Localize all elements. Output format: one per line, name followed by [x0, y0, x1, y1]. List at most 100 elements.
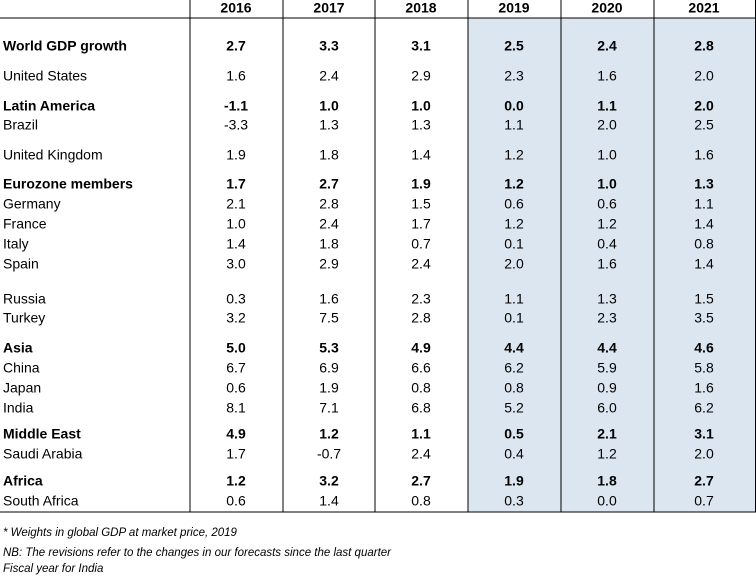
cell-value: 1.0: [226, 216, 246, 232]
year-header: 2017: [313, 0, 344, 16]
cell-value: 6.8: [411, 400, 431, 416]
cell-value: 2.0: [694, 98, 714, 114]
cell-value: 2.4: [319, 68, 339, 84]
row-label: United States: [3, 68, 87, 84]
row-label: Saudi Arabia: [3, 446, 83, 462]
row-label: Italy: [3, 236, 29, 252]
row-label: Asia: [3, 340, 33, 356]
cell-value: 2.5: [694, 117, 714, 133]
cell-value: 1.7: [226, 176, 246, 192]
cell-value: 2.9: [319, 256, 339, 272]
cell-value: 3.0: [226, 256, 246, 272]
cell-value: 5.3: [319, 340, 339, 356]
cell-value: 7.1: [319, 400, 339, 416]
cell-value: 5.2: [504, 400, 524, 416]
cell-value: 1.1: [411, 426, 431, 442]
cell-value: 2.8: [411, 310, 431, 326]
cell-value: 1.4: [694, 216, 714, 232]
cell-value: 5.8: [694, 360, 714, 376]
cell-value: 2.1: [226, 196, 246, 212]
cell-value: 2.3: [504, 68, 524, 84]
cell-value: 5.9: [597, 360, 617, 376]
year-header: 2020: [591, 0, 622, 16]
row-label: Russia: [3, 291, 46, 307]
cell-value: 2.7: [319, 176, 339, 192]
footnote: Fiscal year for India: [3, 563, 103, 575]
cell-value: 3.3: [319, 38, 339, 54]
row-label: France: [3, 216, 47, 232]
footnote: NB: The revisions refer to the changes i…: [3, 547, 392, 559]
cell-value: 6.0: [597, 400, 617, 416]
cell-value: 0.3: [504, 493, 524, 509]
cell-value: 3.5: [694, 310, 714, 326]
year-header: 2021: [688, 0, 719, 16]
cell-value: 6.2: [694, 400, 714, 416]
cell-value: 0.1: [504, 310, 524, 326]
cell-value: 1.6: [597, 68, 617, 84]
cell-value: 1.0: [597, 176, 617, 192]
cell-value: 5.0: [226, 340, 246, 356]
cell-value: 1.2: [319, 426, 339, 442]
cell-value: 1.4: [226, 236, 246, 252]
cell-value: 1.3: [597, 291, 617, 307]
cell-value: 0.6: [597, 196, 617, 212]
row-label: Africa: [3, 473, 43, 489]
cell-value: 4.6: [694, 340, 714, 356]
cell-value: 1.3: [319, 117, 339, 133]
cell-value: 0.0: [597, 493, 617, 509]
cell-value: 1.6: [597, 256, 617, 272]
cell-value: -0.7: [317, 446, 341, 462]
cell-value: 1.5: [411, 196, 431, 212]
cell-value: 1.6: [226, 68, 246, 84]
cell-value: 1.6: [694, 380, 714, 396]
cell-value: -1.1: [224, 98, 248, 114]
row-label: Eurozone members: [3, 176, 133, 192]
cell-value: 1.5: [694, 291, 714, 307]
cell-value: 2.8: [694, 38, 714, 54]
year-header: 2016: [220, 0, 251, 16]
cell-value: 2.0: [504, 256, 524, 272]
cell-value: 2.4: [411, 256, 431, 272]
row-label: World GDP growth: [3, 38, 127, 54]
cell-value: 1.0: [597, 147, 617, 163]
cell-value: 0.8: [694, 236, 714, 252]
cell-value: 6.7: [226, 360, 246, 376]
cell-value: 4.4: [597, 340, 617, 356]
cell-value: 2.9: [411, 68, 431, 84]
cell-value: 2.0: [597, 117, 617, 133]
year-header: 2019: [498, 0, 529, 16]
row-label: Latin America: [3, 98, 95, 114]
cell-value: 4.4: [504, 340, 524, 356]
cell-value: 0.6: [226, 493, 246, 509]
cell-value: 0.1: [504, 236, 524, 252]
cell-value: 2.4: [411, 446, 431, 462]
cell-value: 1.6: [319, 291, 339, 307]
row-label: Japan: [3, 380, 41, 396]
cell-value: 1.1: [504, 117, 524, 133]
cell-value: 1.1: [504, 291, 524, 307]
cell-value: 1.2: [597, 446, 617, 462]
cell-value: 1.8: [319, 236, 339, 252]
cell-value: 1.3: [411, 117, 431, 133]
cell-value: 2.3: [597, 310, 617, 326]
row-label: Turkey: [3, 310, 45, 326]
cell-value: 0.5: [504, 426, 524, 442]
row-label: United Kingdom: [3, 147, 103, 163]
cell-value: 2.0: [694, 68, 714, 84]
cell-value: 6.6: [411, 360, 431, 376]
cell-value: 2.7: [226, 38, 246, 54]
cell-value: 1.9: [319, 380, 339, 396]
cell-value: 6.2: [504, 360, 524, 376]
cell-value: 1.2: [504, 147, 524, 163]
row-label: China: [3, 360, 40, 376]
cell-value: 1.2: [597, 216, 617, 232]
row-label: Brazil: [3, 117, 38, 133]
cell-value: 0.7: [694, 493, 714, 509]
cell-value: 2.7: [411, 473, 431, 489]
cell-value: 1.2: [226, 473, 246, 489]
row-label: South Africa: [3, 493, 79, 509]
cell-value: 1.7: [411, 216, 431, 232]
cell-value: 1.4: [319, 493, 339, 509]
cell-value: 2.8: [319, 196, 339, 212]
